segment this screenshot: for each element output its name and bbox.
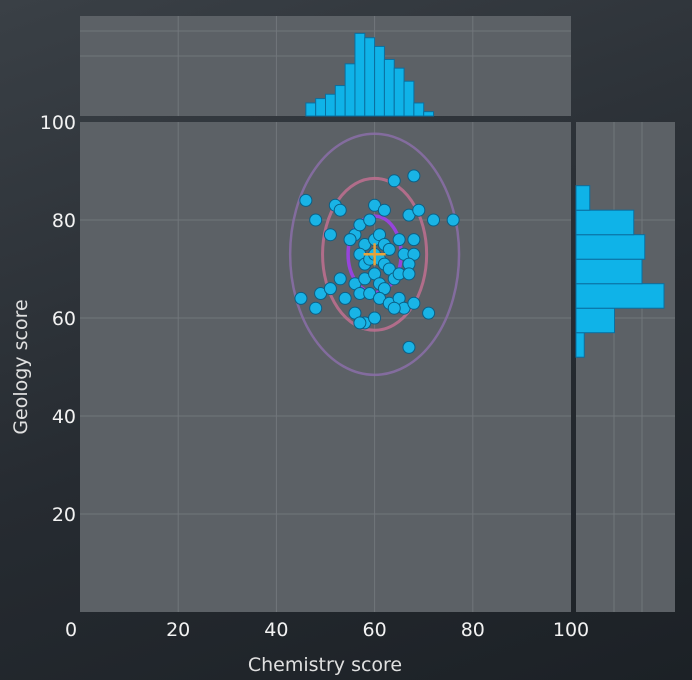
- scatter-point: [309, 213, 323, 227]
- y-tick-label: 80: [52, 210, 76, 232]
- scatter-point: [368, 311, 382, 325]
- top-histogram-bar: [374, 45, 385, 117]
- scatter-point: [323, 282, 337, 296]
- right-histogram-bar: [575, 185, 591, 211]
- top-histogram-bar: [305, 102, 317, 117]
- top-histogram-bar: [403, 80, 415, 117]
- mean-marker: [363, 243, 386, 266]
- scatter-point: [377, 203, 391, 217]
- x-tick-label: 80: [461, 619, 485, 641]
- right-histogram: [575, 185, 665, 358]
- scatter-point: [387, 301, 401, 315]
- top-histogram-bar: [393, 67, 405, 117]
- scatter-point: [294, 291, 308, 305]
- confidence-ellipse: [288, 132, 461, 377]
- x-axis-ticks: 0 20 40 60 80 100: [65, 619, 589, 641]
- x-tick-label: 100: [553, 619, 589, 641]
- right-histogram-bar: [575, 209, 635, 236]
- scatter-point: [446, 213, 460, 227]
- scatter-grid: [80, 122, 571, 612]
- top-histogram-bar: [413, 102, 425, 117]
- right-histogram-bar: [575, 258, 643, 285]
- right-histogram-bar: [575, 307, 615, 334]
- top-histogram-bar: [334, 85, 346, 117]
- scatter-point: [392, 233, 406, 247]
- scatter-point: [382, 242, 396, 256]
- scatter-point: [338, 291, 352, 305]
- scatter-point: [407, 169, 421, 183]
- top-histogram-bar: [344, 63, 356, 117]
- top-histogram-bar: [423, 111, 435, 117]
- scatter-point: [402, 267, 416, 281]
- y-axis-label: Geology score: [10, 299, 32, 434]
- scatter-point: [407, 233, 421, 247]
- scatter-points: [294, 169, 460, 354]
- scatter-point: [323, 228, 337, 242]
- top-histogram-bar: [354, 32, 366, 117]
- scatter-point: [299, 193, 313, 207]
- y-tick-label: 60: [52, 308, 76, 330]
- right-histogram-bar: [575, 283, 665, 309]
- scatter-point: [407, 296, 421, 310]
- scatter-point: [333, 272, 347, 286]
- scatter-panel: [80, 122, 571, 612]
- top-histogram-bar: [364, 37, 376, 117]
- scatter-point: [422, 306, 436, 320]
- scatter-point: [309, 301, 323, 315]
- x-tick-label: 20: [166, 619, 190, 641]
- scatter-point: [402, 340, 416, 354]
- top-histogram-bar: [325, 93, 336, 117]
- scatter-point: [333, 203, 347, 217]
- scatter-point: [412, 203, 426, 217]
- y-tick-label: 20: [52, 504, 76, 526]
- x-tick-label: 0: [65, 619, 77, 641]
- y-tick-label: 100: [40, 112, 76, 134]
- confidence-ellipse: [321, 176, 429, 332]
- top-histogram: [305, 32, 435, 117]
- scatter-point: [343, 233, 357, 247]
- top-histogram-bar: [383, 58, 395, 117]
- x-tick-label: 60: [363, 619, 387, 641]
- scatter-point: [427, 213, 441, 227]
- scatter-point: [353, 316, 367, 330]
- x-axis-label: Chemistry score: [248, 654, 402, 676]
- right-histogram-grid: [576, 122, 675, 612]
- y-axis-ticks: 20 40 60 80 100: [40, 112, 76, 526]
- right-histogram-bar: [575, 234, 646, 260]
- scatter-point: [363, 213, 377, 227]
- right-histogram-panel: [576, 122, 675, 612]
- y-tick-label: 40: [52, 406, 76, 428]
- right-histogram-bar: [575, 332, 585, 358]
- x-tick-label: 40: [264, 619, 288, 641]
- scatter-point: [387, 174, 401, 188]
- top-histogram-bar: [315, 98, 326, 117]
